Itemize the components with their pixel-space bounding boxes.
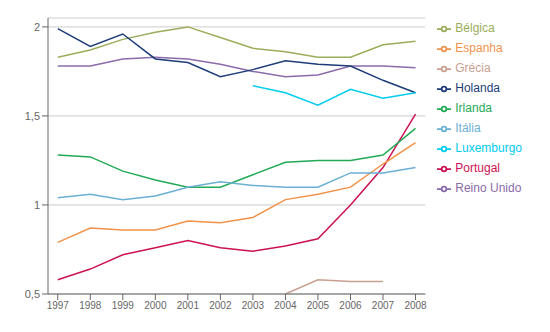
svg-text:2005: 2005 xyxy=(307,300,330,311)
html-text:Itália: Itália xyxy=(455,121,481,135)
html-text:Holanda: Holanda xyxy=(455,81,500,95)
html-text:Portugal: Portugal xyxy=(455,161,500,175)
svg-text:1998: 1998 xyxy=(79,300,102,311)
svg-text:2004: 2004 xyxy=(274,300,297,311)
svg-text:2007: 2007 xyxy=(372,300,395,311)
html-text:Espanha: Espanha xyxy=(455,41,503,55)
svg-text:1997: 1997 xyxy=(47,300,70,311)
svg-text:2008: 2008 xyxy=(404,300,427,311)
svg-text:2006: 2006 xyxy=(339,300,362,311)
svg-text:2000: 2000 xyxy=(144,300,167,311)
svg-text:2001: 2001 xyxy=(177,300,200,311)
svg-text:1: 1 xyxy=(34,199,40,211)
svg-text:1999: 1999 xyxy=(112,300,135,311)
svg-text:2002: 2002 xyxy=(209,300,232,311)
html-text:Reino Unido: Reino Unido xyxy=(455,181,522,195)
html-text:Luxemburgo: Luxemburgo xyxy=(455,141,522,155)
svg-text:0,5: 0,5 xyxy=(25,288,40,300)
svg-text:2: 2 xyxy=(34,21,40,33)
html-text:Grécia: Grécia xyxy=(455,61,491,75)
html-text:Irlanda: Irlanda xyxy=(455,101,492,115)
svg-text:2003: 2003 xyxy=(242,300,265,311)
html-text:Bélgica: Bélgica xyxy=(455,21,495,35)
svg-text:1,5: 1,5 xyxy=(25,110,40,122)
